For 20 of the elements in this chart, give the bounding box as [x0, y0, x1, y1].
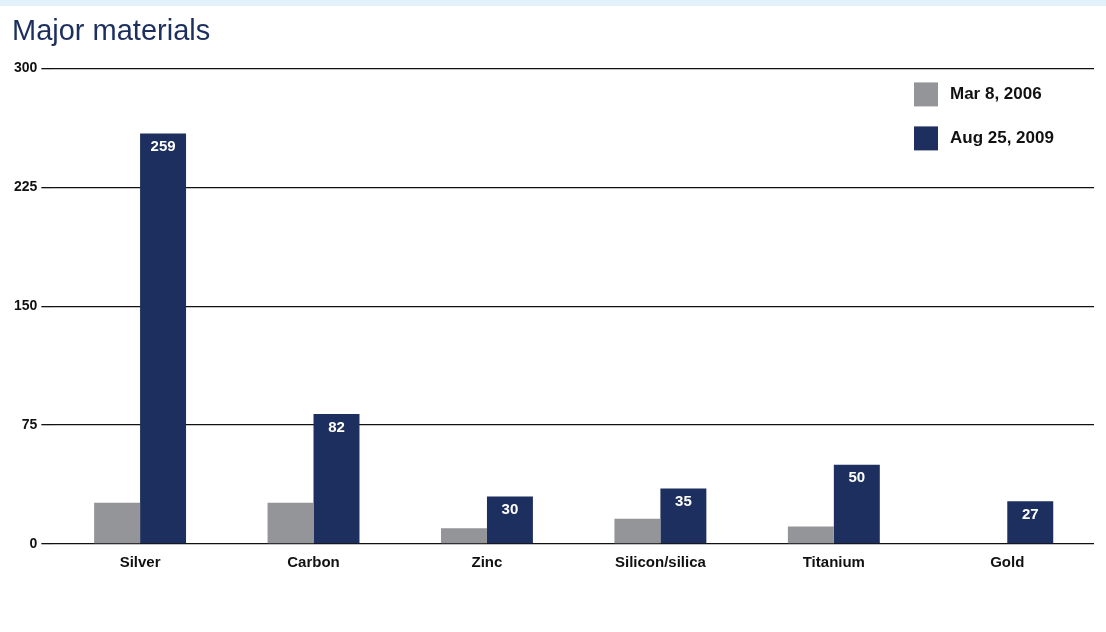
y-tick-label: 150 [14, 297, 38, 314]
x-tick-label: Zinc [471, 553, 503, 571]
y-tick-label: 0 [29, 534, 38, 551]
x-tick-label: Gold [990, 553, 1025, 571]
y-tick-label: 225 [14, 178, 38, 195]
x-tick-label: Silicon/silica [614, 553, 707, 571]
x-tick-label: Silver [119, 553, 161, 571]
data-label: 35 [675, 492, 692, 510]
y-tick-label: 300 [14, 59, 38, 76]
legend-label: Aug 25, 2009 [950, 128, 1054, 148]
x-tick-label: Carbon [287, 553, 340, 571]
legend-label: Mar 8, 2006 [950, 84, 1042, 104]
chart-title: Major materials [12, 14, 211, 47]
data-label: 259 [150, 137, 176, 155]
data-label: 50 [848, 468, 866, 486]
y-tick-label: 75 [21, 415, 38, 432]
x-tick-label: Titanium [802, 553, 865, 571]
data-label: 27 [1021, 504, 1039, 522]
data-label: 82 [328, 417, 345, 435]
data-label: 30 [501, 500, 519, 518]
